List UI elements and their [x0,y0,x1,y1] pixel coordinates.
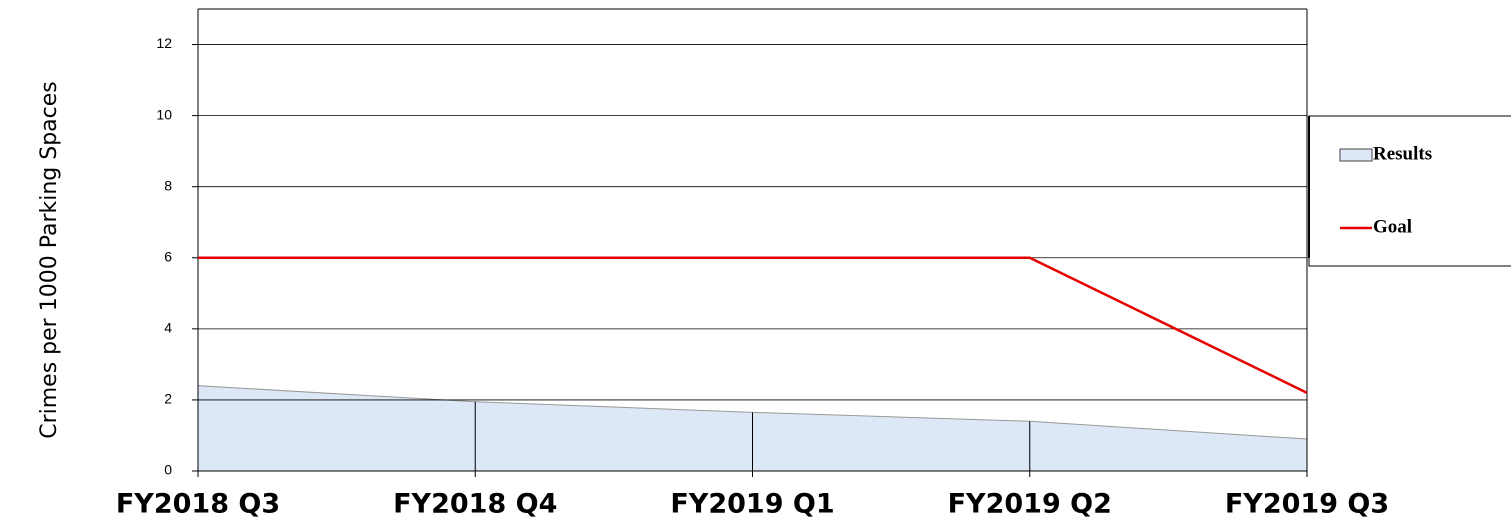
legend-swatch [1339,148,1373,162]
legend-box [1308,115,1511,267]
y-tick-label: 4 [164,320,172,336]
line [198,256,1308,394]
y-tick-label: 0 [164,462,172,478]
legend-label: Results [1373,143,1432,164]
y-tick-label: 10 [156,106,172,122]
x-tick-label: FY2018 Q4 [393,489,557,520]
y-tick-label: 8 [164,177,172,193]
x-tick-label: FY2018 Q3 [116,489,280,520]
x-tick-label: FY2019 Q1 [670,489,834,520]
y-tick-label: 12 [156,35,172,51]
y-tick-label: 6 [164,248,172,264]
y-axis-label: Crimes per 1000 Parking Spaces [37,81,62,439]
y-tick-label: 2 [164,391,172,407]
x-tick-label: FY2019 Q2 [948,489,1112,520]
x-tick-label: FY2019 Q3 [1225,489,1389,520]
legend-label: Goal [1373,216,1412,237]
